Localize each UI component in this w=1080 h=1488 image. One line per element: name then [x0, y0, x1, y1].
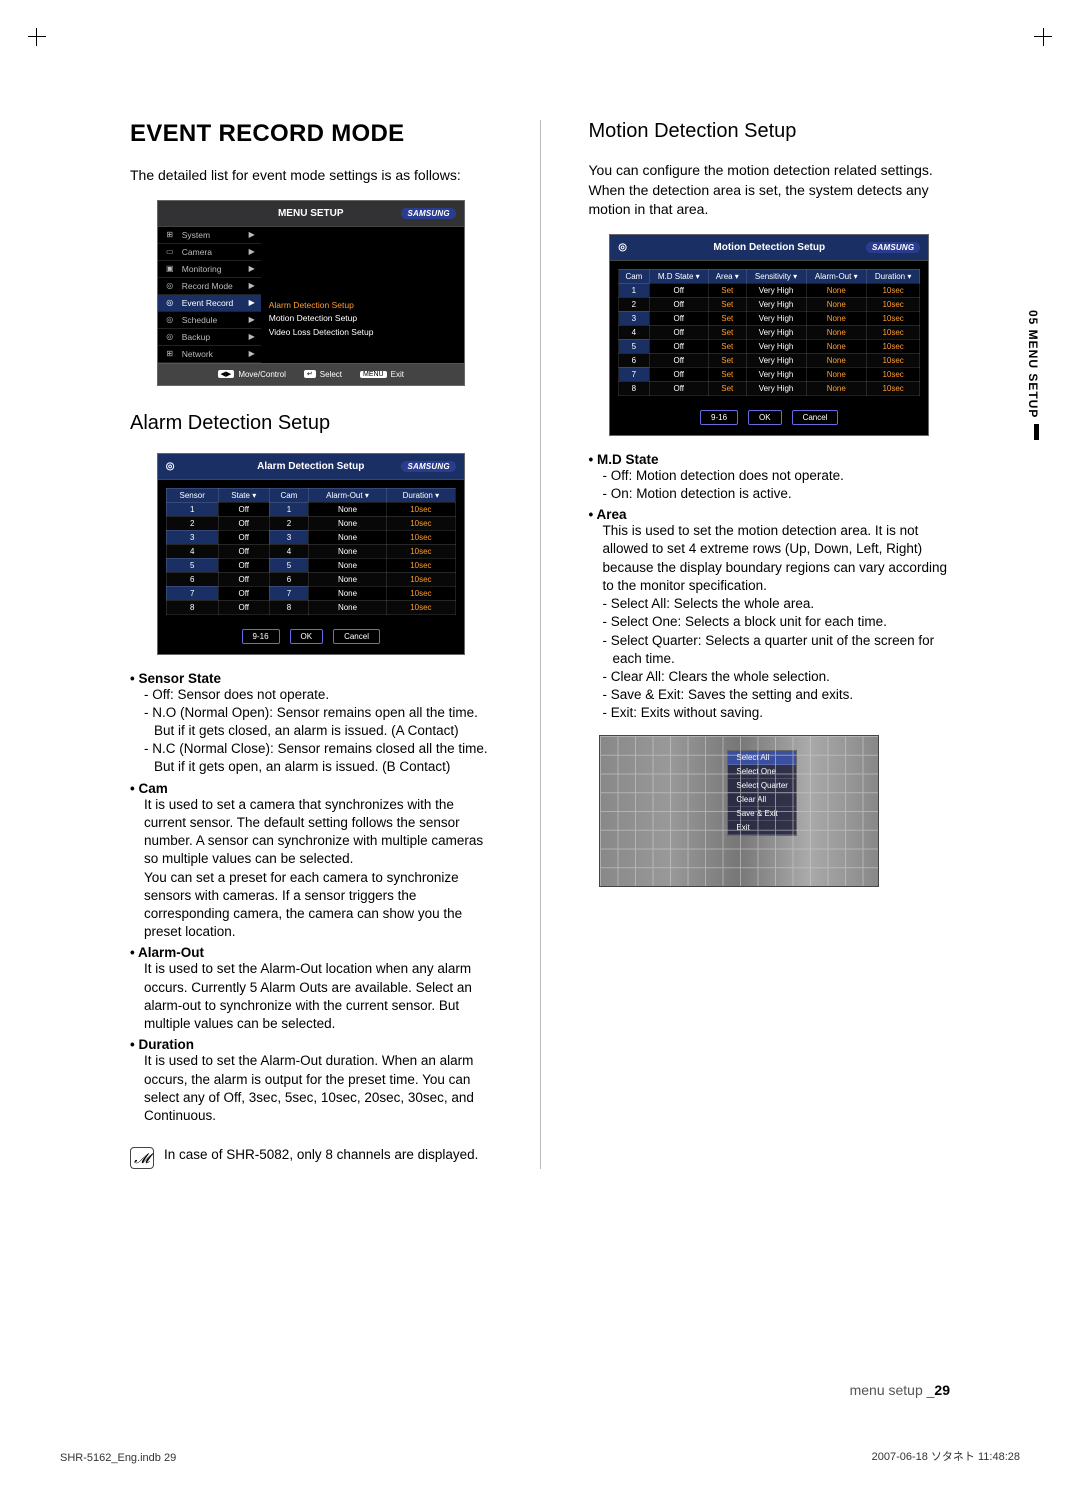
fig-md-table: ◎ Motion Detection Setup SAMSUNG CamM.D … — [609, 234, 929, 436]
bullet-dash: - Select One: Selects a block unit for e… — [603, 613, 951, 631]
crop-mark-tl — [28, 28, 52, 52]
bullet-dash: - N.O (Normal Open): Sensor remains open… — [144, 704, 492, 740]
menu-footer: ◀▶Move/Control ↵Select MENUExit — [158, 363, 464, 385]
camera-icon: ◎ — [618, 242, 627, 253]
menu-item-system[interactable]: ⊞System▶ — [158, 227, 261, 244]
h1-event-record-mode: EVENT RECORD MODE — [130, 120, 492, 148]
area-menu-item[interactable]: Exit — [728, 821, 796, 835]
print-footer-right: 2007-06-18 ソタネト 11:48:28 — [872, 1448, 1020, 1464]
btn-cancel[interactable]: Cancel — [792, 410, 839, 425]
bullet-head: M.D State — [589, 452, 951, 467]
samsung-logo: SAMSUNG — [401, 461, 455, 472]
menu-item-schedule[interactable]: ◎Schedule▶ — [158, 312, 261, 329]
bullet-dash: - Exit: Exits without saving. — [603, 704, 951, 722]
left-bullets: Sensor State- Off: Sensor does not opera… — [130, 671, 492, 1126]
note: 𝓜 In case of SHR-5082, only 8 channels a… — [130, 1147, 492, 1169]
alarm-btn-row: 9-16 OK Cancel — [158, 615, 464, 654]
bullet-dash: - N.C (Normal Close): Sensor remains clo… — [144, 740, 492, 776]
menu-item-monitoring[interactable]: ▣Monitoring▶ — [158, 261, 261, 278]
right-bullets: M.D State- Off: Motion detection does no… — [589, 452, 951, 723]
side-tab: 05 MENU SETUP — [1026, 310, 1040, 440]
btn-9-16[interactable]: 9-16 — [242, 629, 280, 644]
menu-item-event-record[interactable]: ◎Event Record▶ — [158, 295, 261, 312]
bullet-head: Sensor State — [130, 671, 492, 686]
h2-motion: Motion Detection Setup — [589, 120, 951, 143]
fig-menu-setup: MENU SETUP SAMSUNG ⊞System▶▭Camera▶▣Moni… — [157, 200, 465, 386]
submenu-item[interactable]: Video Loss Detection Setup — [269, 326, 456, 340]
btn-9-16[interactable]: 9-16 — [700, 410, 738, 425]
intro-left: The detailed list for event mode setting… — [130, 166, 492, 186]
menu-item-backup[interactable]: ◎Backup▶ — [158, 329, 261, 346]
btn-ok[interactable]: OK — [748, 410, 782, 425]
bullet-head: Duration — [130, 1037, 492, 1052]
bullet-body: It is used to set the Alarm-Out location… — [144, 960, 492, 1033]
camera-icon: ◎ — [166, 461, 175, 472]
bullet-dash: - Select Quarter: Selects a quarter unit… — [603, 632, 951, 668]
column-divider — [540, 120, 541, 1169]
bullet-dash: - On: Motion detection is active. — [603, 485, 951, 503]
area-menu-item[interactable]: Select One — [728, 765, 796, 779]
bullet-body: This is used to set the motion detection… — [603, 522, 951, 595]
area-menu-item[interactable]: Select All — [728, 751, 796, 765]
menu-setup-title: MENU SETUP — [278, 208, 344, 219]
submenu-item[interactable]: Alarm Detection Setup — [269, 299, 456, 313]
btn-cancel[interactable]: Cancel — [333, 629, 380, 644]
menu-list: ⊞System▶▭Camera▶▣Monitoring▶◎Record Mode… — [158, 227, 261, 363]
area-menu-item[interactable]: Clear All — [728, 793, 796, 807]
samsung-logo: SAMSUNG — [866, 242, 920, 253]
right-column: Motion Detection Setup You can configure… — [589, 120, 951, 1169]
menu-item-record-mode[interactable]: ◎Record Mode▶ — [158, 278, 261, 295]
md-btn-row: 9-16 OK Cancel — [610, 396, 928, 435]
md-table: CamM.D State ▾Area ▾Sensitivity ▾Alarm-O… — [618, 269, 920, 396]
area-context-menu: Select AllSelect OneSelect QuarterClear … — [727, 750, 797, 836]
alarm-table: SensorState ▾CamAlarm-Out ▾Duration ▾1Of… — [166, 488, 456, 615]
crop-mark-tr — [1028, 28, 1052, 52]
submenu: Alarm Detection SetupMotion Detection Se… — [261, 227, 464, 363]
left-column: EVENT RECORD MODE The detailed list for … — [130, 120, 492, 1169]
fig-area-grid: Select AllSelect OneSelect QuarterClear … — [599, 735, 879, 887]
note-icon: 𝓜 — [130, 1147, 154, 1169]
btn-ok[interactable]: OK — [290, 629, 324, 644]
bullet-head: Alarm-Out — [130, 945, 492, 960]
bullet-body: It is used to set the Alarm-Out duration… — [144, 1052, 492, 1125]
bullet-dash: - Select All: Selects the whole area. — [603, 595, 951, 613]
alarm-table-title: Alarm Detection Setup — [257, 461, 364, 472]
bullet-head: Area — [589, 507, 951, 522]
area-menu-item[interactable]: Select Quarter — [728, 779, 796, 793]
fig-alarm-table: ◎ Alarm Detection Setup SAMSUNG SensorSt… — [157, 453, 465, 655]
bullet-body: You can set a preset for each camera to … — [144, 869, 492, 942]
area-menu-item[interactable]: Save & Exit — [728, 807, 796, 821]
md-table-title: Motion Detection Setup — [713, 242, 825, 253]
bullet-dash: - Clear All: Clears the whole selection. — [603, 668, 951, 686]
page-footer-right: menu setup _29 — [850, 1382, 950, 1398]
menu-item-camera[interactable]: ▭Camera▶ — [158, 244, 261, 261]
h2-alarm: Alarm Detection Setup — [130, 412, 492, 435]
bullet-body: It is used to set a camera that synchron… — [144, 796, 492, 869]
note-text: In case of SHR-5082, only 8 channels are… — [164, 1147, 478, 1162]
intro-right: You can configure the motion detection r… — [589, 161, 951, 220]
bullet-dash: - Save & Exit: Saves the setting and exi… — [603, 686, 951, 704]
bullet-head: Cam — [130, 781, 492, 796]
bullet-dash: - Off: Motion detection does not operate… — [603, 467, 951, 485]
submenu-item[interactable]: Motion Detection Setup — [269, 312, 456, 326]
bullet-dash: - Off: Sensor does not operate. — [144, 686, 492, 704]
samsung-logo: SAMSUNG — [401, 208, 455, 219]
menu-item-network[interactable]: ⊞Network▶ — [158, 346, 261, 363]
print-footer-left: SHR-5162_Eng.indb 29 — [60, 1452, 176, 1464]
